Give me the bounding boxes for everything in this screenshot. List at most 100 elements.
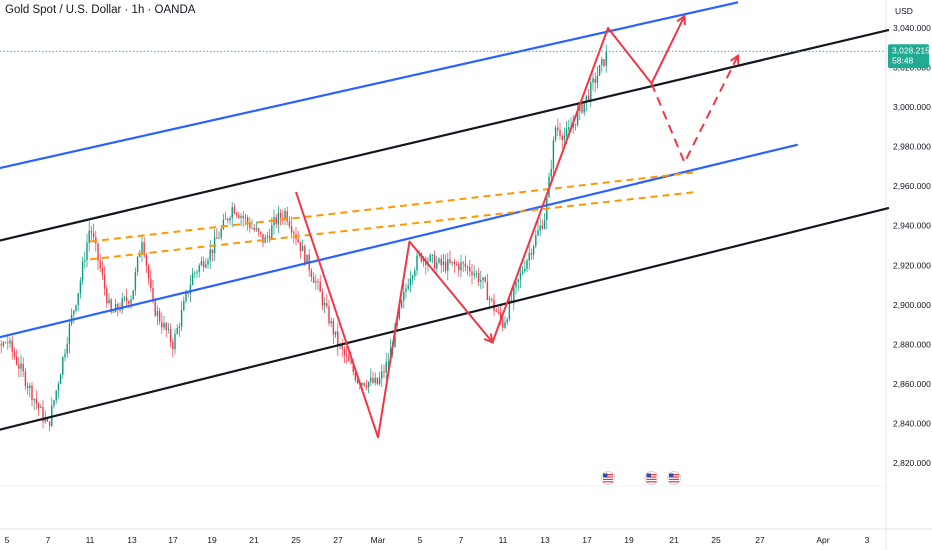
x-tick-label: 11 xyxy=(86,535,95,545)
candle-body xyxy=(348,356,350,361)
trend-lines[interactable] xyxy=(0,1,890,443)
candle-body xyxy=(163,322,165,328)
y-tick-label: 3,040.000 xyxy=(893,23,931,33)
candle-body xyxy=(185,292,187,301)
channel-mid-blue[interactable] xyxy=(0,143,799,341)
channel-upper-black[interactable] xyxy=(0,28,890,253)
candle-body xyxy=(119,309,121,311)
candle-body xyxy=(147,265,150,279)
candle-body xyxy=(202,261,205,268)
candle-body xyxy=(209,249,211,261)
candle-body xyxy=(4,342,7,344)
candle-body xyxy=(539,225,541,231)
candle-body xyxy=(224,218,227,220)
last-price-value: 3,028.215 xyxy=(892,45,930,55)
candle-body xyxy=(55,390,57,401)
candle-body xyxy=(350,360,352,364)
candle-body xyxy=(460,262,462,271)
candle-body xyxy=(268,236,271,239)
economic-events[interactable] xyxy=(601,471,681,485)
x-tick-label: 5 xyxy=(5,535,10,545)
x-tick-label: 27 xyxy=(755,535,765,545)
time-axis[interactable]: 5 7 11 13 17 19 21 25 27 Mar 5 7 11 13 17 19 21 25 27 Apr 3 xyxy=(5,535,870,545)
y-tick-label: 2,820.000 xyxy=(893,458,931,468)
y-tick-label: 2,860.000 xyxy=(893,379,931,389)
candle-body xyxy=(605,51,607,66)
candle-body xyxy=(504,322,506,328)
us-flag-icon[interactable] xyxy=(667,471,681,485)
candle-body xyxy=(471,271,473,276)
candle-body xyxy=(506,319,508,323)
candle-body xyxy=(328,306,330,324)
candle-body xyxy=(444,261,447,271)
candle-body xyxy=(301,246,304,252)
candle-body xyxy=(141,242,143,254)
candle-body xyxy=(532,246,535,255)
candle-body xyxy=(376,377,379,385)
candle-body xyxy=(101,268,104,275)
candle-body xyxy=(22,363,24,372)
candle-body xyxy=(438,258,440,263)
candle-body xyxy=(482,277,484,281)
candle-body xyxy=(458,264,460,271)
candle-body xyxy=(62,357,64,375)
y-tick-label: 2,880.000 xyxy=(893,339,931,349)
projection-solid-path[interactable] xyxy=(295,15,686,439)
candle-body xyxy=(97,243,99,261)
candle-body xyxy=(207,260,209,265)
last-price-badge: 3,028.215 58:48 xyxy=(888,44,930,69)
x-tick-label: 21 xyxy=(669,535,679,545)
candle-body xyxy=(288,221,291,227)
candle-body xyxy=(541,225,544,229)
candle-body xyxy=(449,259,451,263)
candle-body xyxy=(431,254,434,256)
resistance-dashed-2[interactable] xyxy=(89,191,696,261)
candle-body xyxy=(517,279,519,283)
candle-body xyxy=(561,136,563,140)
price-axis[interactable]: 2,820.000 2,840.000 2,860.000 2,880.000 2,90… xyxy=(893,23,931,468)
projection-dashed-path[interactable] xyxy=(650,55,739,165)
candle-body xyxy=(433,254,436,269)
symbol-title[interactable]: Gold Spot / U.S. Dollar · 1h · OANDA xyxy=(5,4,196,16)
channel-lower-black[interactable] xyxy=(0,206,890,443)
candle-body xyxy=(73,310,75,315)
resistance-dashed-1[interactable] xyxy=(89,171,696,243)
candle-body xyxy=(513,287,515,301)
candle-body xyxy=(403,291,405,301)
last-price-badge-background xyxy=(888,44,929,69)
candle-body xyxy=(312,277,315,283)
candle-body xyxy=(354,371,357,381)
y-tick-label: 2,980.000 xyxy=(893,142,931,152)
candle-body xyxy=(381,371,383,379)
projection-path[interactable] xyxy=(295,14,740,439)
candle-body xyxy=(158,311,161,322)
candle-body xyxy=(251,227,253,229)
candle-body xyxy=(603,59,605,66)
candle-body xyxy=(568,127,570,130)
candle-body xyxy=(42,406,44,422)
candle-body xyxy=(563,135,566,140)
candle-body xyxy=(429,255,431,262)
candle-body xyxy=(447,259,449,271)
candle-body xyxy=(246,217,249,223)
x-tick-label: 3 xyxy=(865,535,870,545)
us-flag-icon[interactable] xyxy=(644,471,659,485)
candle-body xyxy=(11,340,13,352)
candle-body xyxy=(132,290,134,300)
candle-body xyxy=(260,231,262,234)
candle-body xyxy=(361,382,363,385)
candle-body xyxy=(2,342,5,346)
candle-body xyxy=(515,282,517,288)
candle-body xyxy=(337,331,339,347)
candle-body xyxy=(81,261,84,281)
candle-body xyxy=(92,232,95,238)
candle-body xyxy=(462,262,464,264)
candle-body xyxy=(319,281,321,292)
candle-body xyxy=(442,261,445,266)
us-flag-icon[interactable] xyxy=(601,471,615,485)
candle-body xyxy=(330,321,332,324)
y-tick-label: 3,000.000 xyxy=(893,102,931,112)
candle-body xyxy=(436,262,438,269)
candle-body xyxy=(198,265,200,272)
